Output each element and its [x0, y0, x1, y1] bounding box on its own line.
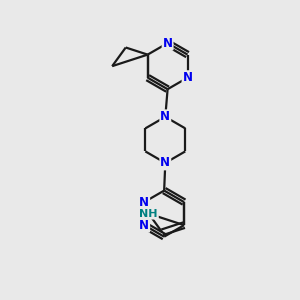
Text: N: N — [160, 156, 170, 170]
Text: NH: NH — [140, 208, 158, 219]
Text: N: N — [139, 219, 149, 232]
Text: N: N — [183, 71, 193, 84]
Text: N: N — [163, 37, 172, 50]
Text: N: N — [160, 110, 170, 123]
Text: N: N — [139, 196, 149, 208]
